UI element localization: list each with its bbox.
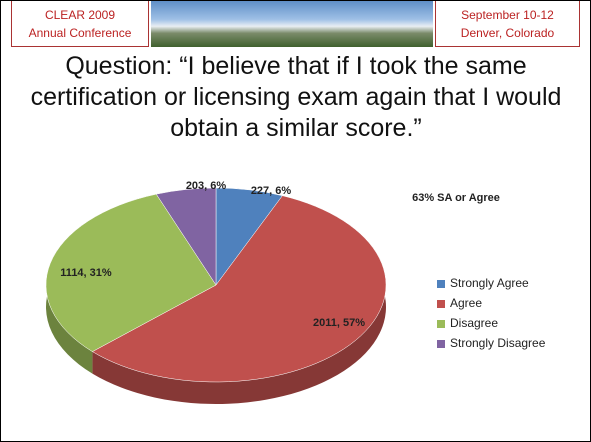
header-text: CLEAR 2009 [44,8,116,22]
pie-slice [91,195,387,383]
header-text: Denver, Colorado [460,26,555,40]
legend-label: Strongly Disagree [450,336,546,350]
legend-label: Disagree [450,316,498,330]
legend-swatch [437,320,445,328]
legend-swatch [437,280,445,288]
legend-label: Agree [450,296,482,310]
pie-slice [45,193,217,352]
data-label: 1114, 31% [60,267,112,279]
slice-side [92,195,387,405]
annotation: 63% SA or Agree [412,192,500,204]
data-label: 227, 6% [251,185,292,197]
header-left: CLEAR 2009 Annual Conference [11,1,149,47]
legend-swatch [437,340,445,348]
legend-swatch [437,300,445,308]
header-text: September 10-12 [461,8,554,22]
banner-image [151,1,433,47]
legend-label: Strongly Agree [450,276,529,290]
header-text: Annual Conference [28,26,132,40]
header-right: September 10-12 Denver, Colorado [435,1,580,47]
pie-slice [155,187,217,286]
data-label: 203, 6% [186,180,227,192]
data-label: 2011, 57% [313,317,365,329]
chart-title: Question: “I believe that if I took the … [30,52,562,142]
